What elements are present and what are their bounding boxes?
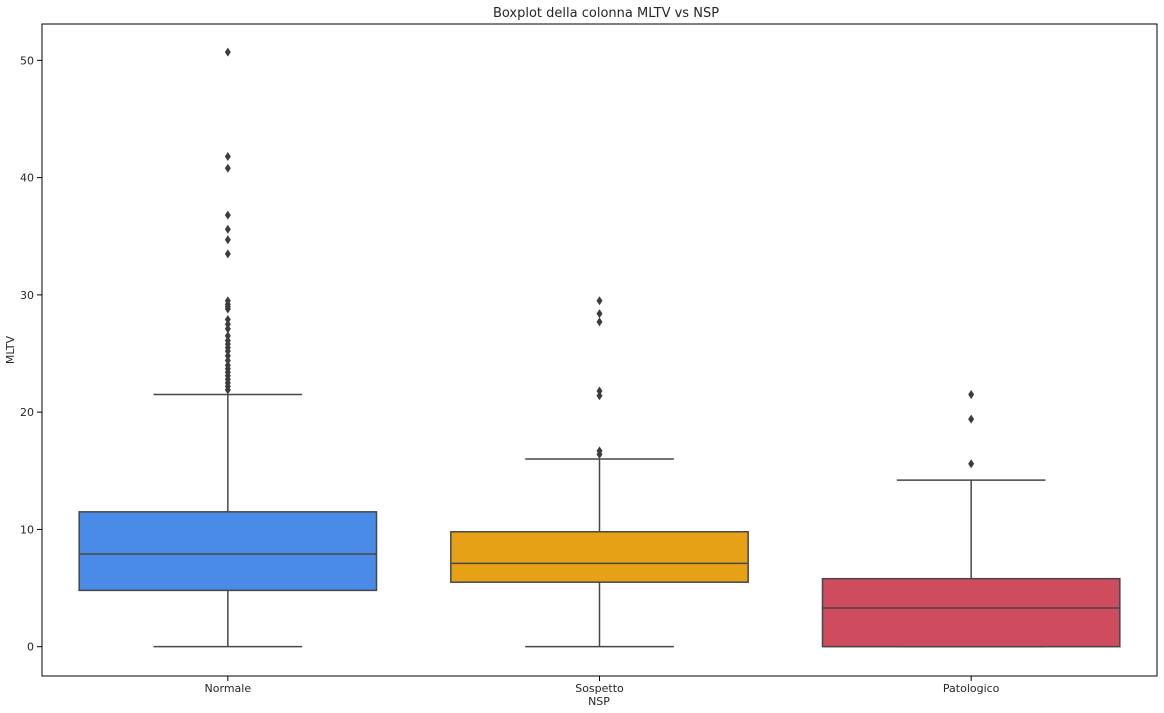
x-axis-ticks: Normale Sospetto Patologico [205, 676, 1000, 695]
x-axis-label: NSP [588, 695, 610, 708]
y-axis-label: MLTV [4, 335, 17, 364]
outlier-point [596, 391, 603, 401]
outlier-point [968, 459, 975, 469]
outlier-point [596, 309, 603, 319]
box-sospetto [450, 296, 749, 648]
outlier-point [224, 324, 231, 334]
outlier-point [224, 356, 231, 366]
chart-title: Boxplot della colonna MLTV vs NSP [493, 6, 719, 21]
outlier-point [224, 224, 231, 234]
outlier-point [224, 319, 231, 329]
outlier-point [224, 346, 231, 356]
outlier-point [224, 315, 231, 325]
y-tick-label: 40 [20, 172, 34, 185]
outlier-point [596, 449, 603, 459]
box-patologico [821, 390, 1121, 648]
y-tick-label: 20 [20, 406, 34, 419]
outlier-point [596, 386, 603, 396]
outlier-point [224, 249, 231, 259]
x-tick-label: Sospetto [575, 682, 624, 695]
outlier-point [224, 47, 231, 57]
y-tick-label: 30 [20, 289, 34, 302]
box-iqr [78, 511, 378, 592]
y-tick-label: 0 [27, 641, 34, 654]
outlier-point [224, 385, 231, 395]
y-tick-label: 50 [20, 54, 34, 67]
x-tick-label: Normale [205, 682, 252, 695]
outlier-point [224, 163, 231, 173]
outlier-point [224, 210, 231, 220]
y-tick-label: 10 [20, 523, 34, 536]
outlier-point [224, 351, 231, 361]
x-tick-label: Patologico [943, 682, 1000, 695]
outlier-point [968, 390, 975, 400]
outlier-point [224, 304, 231, 314]
y-axis-ticks: 0 10 20 30 40 50 [20, 54, 42, 654]
box-iqr [821, 577, 1121, 648]
box-series [78, 47, 1121, 648]
outlier-point [224, 152, 231, 162]
outlier-point [596, 317, 603, 327]
outlier-point [596, 296, 603, 306]
box-iqr [450, 531, 749, 583]
outlier-point [968, 414, 975, 424]
box-normale [78, 47, 378, 648]
outlier-point [224, 331, 231, 341]
outlier-point [224, 235, 231, 245]
